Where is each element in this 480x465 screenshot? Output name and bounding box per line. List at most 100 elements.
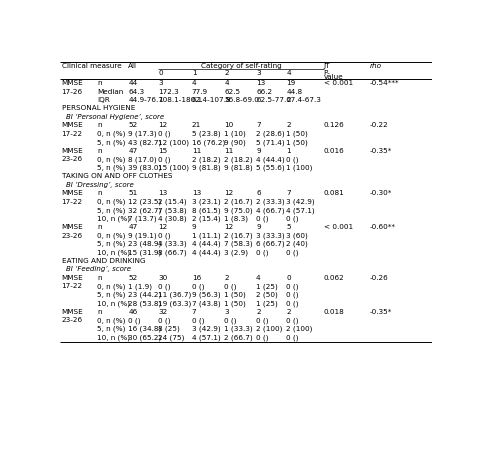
Text: 1 (8.3): 1 (8.3)	[224, 216, 248, 222]
Text: 12: 12	[158, 224, 168, 230]
Text: 15 (31.9): 15 (31.9)	[128, 249, 161, 256]
Text: 56.8-69.0: 56.8-69.0	[224, 97, 259, 103]
Text: 3: 3	[256, 70, 261, 76]
Text: 4: 4	[192, 80, 196, 86]
Text: 11: 11	[224, 148, 234, 154]
Text: -0.26: -0.26	[370, 275, 389, 281]
Text: 4 (57.1): 4 (57.1)	[286, 207, 315, 213]
Text: 0: 0	[158, 70, 163, 76]
Text: 12 (100): 12 (100)	[158, 140, 190, 146]
Text: 0 (): 0 ()	[286, 300, 299, 307]
Text: MMSE: MMSE	[61, 309, 84, 315]
Text: 2: 2	[256, 309, 261, 315]
Text: 0 (): 0 ()	[256, 216, 269, 222]
Text: MMSE: MMSE	[61, 122, 84, 128]
Text: PERSONAL HYGIENE: PERSONAL HYGIENE	[61, 106, 135, 112]
Text: 4 (44.4): 4 (44.4)	[192, 249, 220, 256]
Text: 5, n (%): 5, n (%)	[97, 292, 126, 299]
Text: 39 (83.0): 39 (83.0)	[128, 165, 161, 171]
Text: n: n	[97, 190, 102, 196]
Text: 10, n (%): 10, n (%)	[97, 249, 130, 256]
Text: 16: 16	[192, 275, 201, 281]
Text: All: All	[128, 63, 137, 69]
Text: n: n	[97, 148, 102, 154]
Text: 4 (30.8): 4 (30.8)	[158, 216, 187, 222]
Text: 9 (90): 9 (90)	[224, 140, 246, 146]
Text: 10, n (%): 10, n (%)	[97, 300, 130, 307]
Text: 16 (76.2): 16 (76.2)	[192, 140, 225, 146]
Text: 0, n (%): 0, n (%)	[97, 317, 126, 324]
Text: TAKING ON AND OFF CLOTHES: TAKING ON AND OFF CLOTHES	[61, 173, 172, 179]
Text: 0 (): 0 ()	[192, 317, 204, 324]
Text: 2 (16.7): 2 (16.7)	[224, 199, 253, 205]
Text: 172.3: 172.3	[158, 88, 179, 94]
Text: 0 (): 0 ()	[224, 283, 237, 290]
Text: 2 (66.7): 2 (66.7)	[224, 334, 253, 341]
Text: 4 (44.4): 4 (44.4)	[192, 241, 220, 247]
Text: 8 (17.0): 8 (17.0)	[128, 156, 157, 163]
Text: 0.016: 0.016	[324, 148, 344, 154]
Text: 43 (82.7): 43 (82.7)	[128, 140, 161, 146]
Text: 12 (23.5): 12 (23.5)	[128, 199, 161, 205]
Text: -0.35*: -0.35*	[370, 148, 392, 154]
Text: MMSE: MMSE	[61, 190, 84, 196]
Text: 2 (50): 2 (50)	[256, 292, 278, 299]
Text: 0, n (%): 0, n (%)	[97, 156, 126, 163]
Text: 6: 6	[256, 190, 261, 196]
Text: 9: 9	[192, 224, 196, 230]
Text: 17-22: 17-22	[61, 283, 83, 289]
Text: -0.35*: -0.35*	[370, 309, 392, 315]
Text: 47: 47	[128, 148, 137, 154]
Text: 23-26: 23-26	[61, 317, 83, 323]
Text: 4 (66.7): 4 (66.7)	[256, 207, 285, 213]
Text: 32 (62.7): 32 (62.7)	[128, 207, 161, 213]
Text: 9 (81.8): 9 (81.8)	[224, 165, 253, 171]
Text: 1 (33.3): 1 (33.3)	[224, 326, 253, 332]
Text: 0 (): 0 ()	[256, 334, 269, 341]
Text: 7: 7	[192, 309, 196, 315]
Text: 30 (65.2): 30 (65.2)	[128, 334, 161, 341]
Text: n: n	[97, 80, 102, 86]
Text: 0 (): 0 ()	[128, 317, 141, 324]
Text: 2 (100): 2 (100)	[256, 326, 282, 332]
Text: 0 (): 0 ()	[158, 232, 171, 239]
Text: 108.1-180.1: 108.1-180.1	[158, 97, 203, 103]
Text: 11: 11	[192, 148, 201, 154]
Text: 44.9-76.7: 44.9-76.7	[128, 97, 163, 103]
Text: 4: 4	[224, 80, 229, 86]
Text: n: n	[97, 275, 102, 281]
Text: 46: 46	[128, 309, 137, 315]
Text: rho: rho	[370, 63, 382, 69]
Text: 0 (): 0 ()	[286, 216, 299, 222]
Text: 62.5-77.6: 62.5-77.6	[256, 97, 291, 103]
Text: 13: 13	[256, 80, 265, 86]
Text: 1 (100): 1 (100)	[286, 165, 312, 171]
Text: 4 (44.4): 4 (44.4)	[256, 156, 285, 163]
Text: 7 (53.8): 7 (53.8)	[158, 207, 187, 213]
Text: 12: 12	[224, 190, 234, 196]
Text: MMSE: MMSE	[61, 148, 84, 154]
Text: 6 (66.7): 6 (66.7)	[256, 241, 285, 247]
Text: 1 (11.1): 1 (11.1)	[192, 232, 220, 239]
Text: 0 (): 0 ()	[286, 334, 299, 341]
Text: 23 (48.9): 23 (48.9)	[128, 241, 161, 247]
Text: 5, n (%): 5, n (%)	[97, 326, 126, 332]
Text: 0 (): 0 ()	[158, 283, 171, 290]
Text: 0 (): 0 ()	[158, 156, 171, 163]
Text: 0 (): 0 ()	[286, 292, 299, 299]
Text: 28 (53.8): 28 (53.8)	[128, 300, 161, 307]
Text: 2: 2	[224, 70, 229, 76]
Text: 5, n (%): 5, n (%)	[97, 140, 126, 146]
Text: 9 (56.3): 9 (56.3)	[192, 292, 220, 299]
Text: 1 (25): 1 (25)	[256, 283, 278, 290]
Text: 3 (42.9): 3 (42.9)	[286, 199, 315, 205]
Text: 11 (36.7): 11 (36.7)	[158, 292, 192, 299]
Text: 3 (42.9): 3 (42.9)	[192, 326, 220, 332]
Text: P-: P-	[324, 70, 330, 76]
Text: 0, n (%): 0, n (%)	[97, 131, 126, 137]
Text: 7: 7	[256, 122, 261, 128]
Text: 2 (15.4): 2 (15.4)	[158, 199, 187, 205]
Text: 1 (50): 1 (50)	[286, 131, 308, 137]
Text: 24 (75): 24 (75)	[158, 334, 185, 341]
Text: 0.062: 0.062	[324, 275, 344, 281]
